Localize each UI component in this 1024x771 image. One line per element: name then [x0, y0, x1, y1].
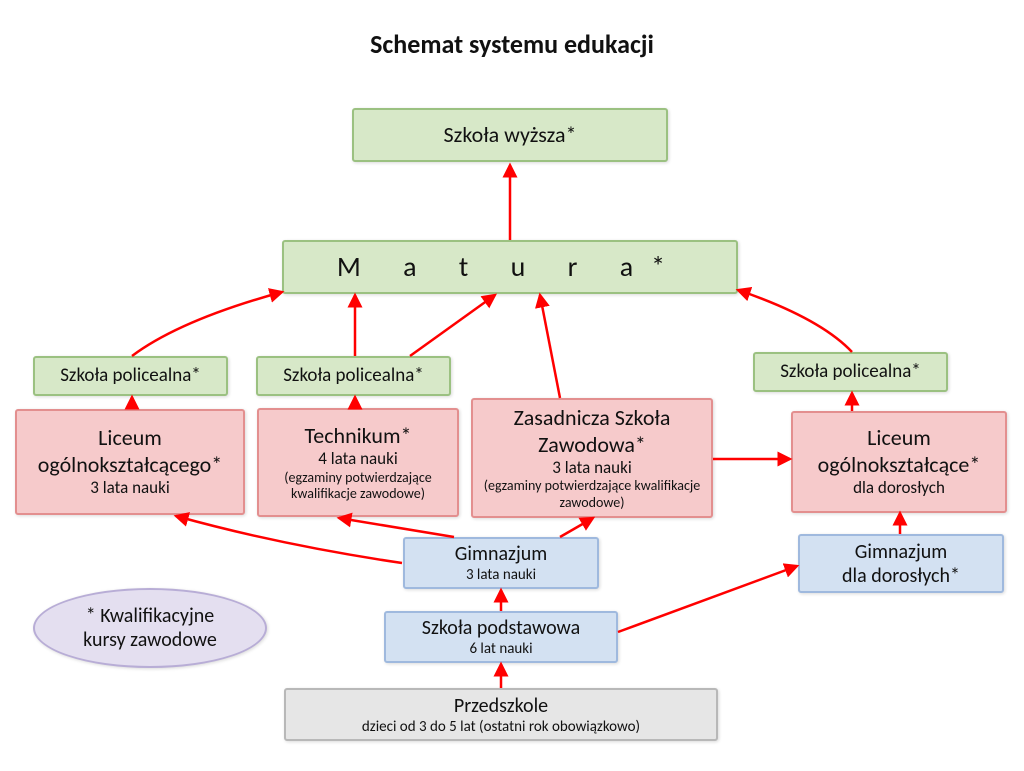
- box-zsz-title: Zasadnicza Szkoła Zawodowa*: [479, 405, 705, 458]
- arrow-13: [618, 566, 797, 632]
- box-technikum-title: Technikum*: [305, 423, 412, 449]
- box-matura-title: M a t u r a*: [337, 250, 683, 284]
- box-przed-title: Przedszkole: [454, 694, 548, 718]
- box-przed-sub: dzieci od 3 do 5 lat (ostatni rok obowią…: [362, 718, 640, 736]
- box-wyzsza-title: Szkoła wyższa*: [444, 122, 577, 148]
- arrow-14: [176, 516, 402, 563]
- note-line2: kursy zawodowe: [83, 628, 217, 652]
- box-polic2-title: Szkoła policealna*: [283, 365, 424, 388]
- box-zsz-sub: 3 lata nauki: [552, 458, 631, 478]
- box-technikum-note: (egzaminy potwierdzające kwalifikacje za…: [265, 470, 451, 502]
- box-liceum1: Liceum ogólnokształcącego*3 lata nauki: [15, 409, 245, 515]
- arrow-10: [738, 290, 852, 352]
- box-gimnazjum-sub: 3 lata nauki: [466, 566, 536, 584]
- box-liceum2-title: Liceum ogólnokształcące*: [799, 425, 999, 478]
- box-wyzsza: Szkoła wyższa*: [352, 108, 668, 162]
- box-gimnazjum-title: Gimnazjum: [455, 542, 547, 566]
- arrow-15: [339, 518, 454, 537]
- arrow-16: [560, 518, 593, 537]
- box-gim_dor: Gimnazjumdla dorosłych*: [798, 534, 1004, 593]
- box-gimnazjum: Gimnazjum3 lata nauki: [403, 537, 599, 589]
- box-matura: M a t u r a*: [282, 240, 738, 294]
- box-gim_dor-title: Gimnazjum: [855, 540, 947, 564]
- arrow-6: [132, 292, 282, 356]
- box-przed: Przedszkoledzieci od 3 do 5 lat (ostatni…: [284, 688, 718, 741]
- diagram-title: Schemat systemu edukacji: [0, 28, 1024, 60]
- note-ellipse: * Kwalifikacyjne kursy zawodowe: [33, 588, 267, 668]
- box-liceum1-title: Liceum ogólnokształcącego*: [23, 425, 237, 478]
- box-zsz: Zasadnicza Szkoła Zawodowa*3 lata nauki(…: [471, 398, 713, 518]
- box-liceum2-sub: dla dorosłych: [853, 478, 945, 498]
- box-podst: Szkoła podstawowa6 lat nauki: [384, 611, 618, 663]
- arrow-9: [540, 295, 560, 398]
- box-liceum1-sub: 3 lata nauki: [90, 478, 169, 498]
- box-liceum2: Liceum ogólnokształcące*dla dorosłych: [791, 411, 1007, 513]
- note-line1: * Kwalifikacyjne: [86, 604, 214, 628]
- box-podst-title: Szkoła podstawowa: [422, 616, 580, 640]
- box-polic1-title: Szkoła policealna*: [60, 365, 201, 388]
- box-polic3-title: Szkoła policealna*: [780, 361, 921, 384]
- box-polic1: Szkoła policealna*: [33, 356, 228, 396]
- box-technikum: Technikum*4 lata nauki(egzaminy potwierd…: [257, 408, 459, 517]
- arrow-8: [410, 295, 495, 356]
- box-podst-sub: 6 lat nauki: [469, 640, 532, 658]
- box-technikum-sub: 4 lata nauki: [318, 449, 397, 469]
- box-polic2: Szkoła policealna*: [256, 356, 451, 396]
- box-zsz-note: (egzaminy potwierdzające kwalifikacje za…: [479, 478, 705, 510]
- box-gim_dor-sub: dla dorosłych*: [842, 564, 960, 588]
- box-polic3: Szkoła policealna*: [753, 352, 948, 392]
